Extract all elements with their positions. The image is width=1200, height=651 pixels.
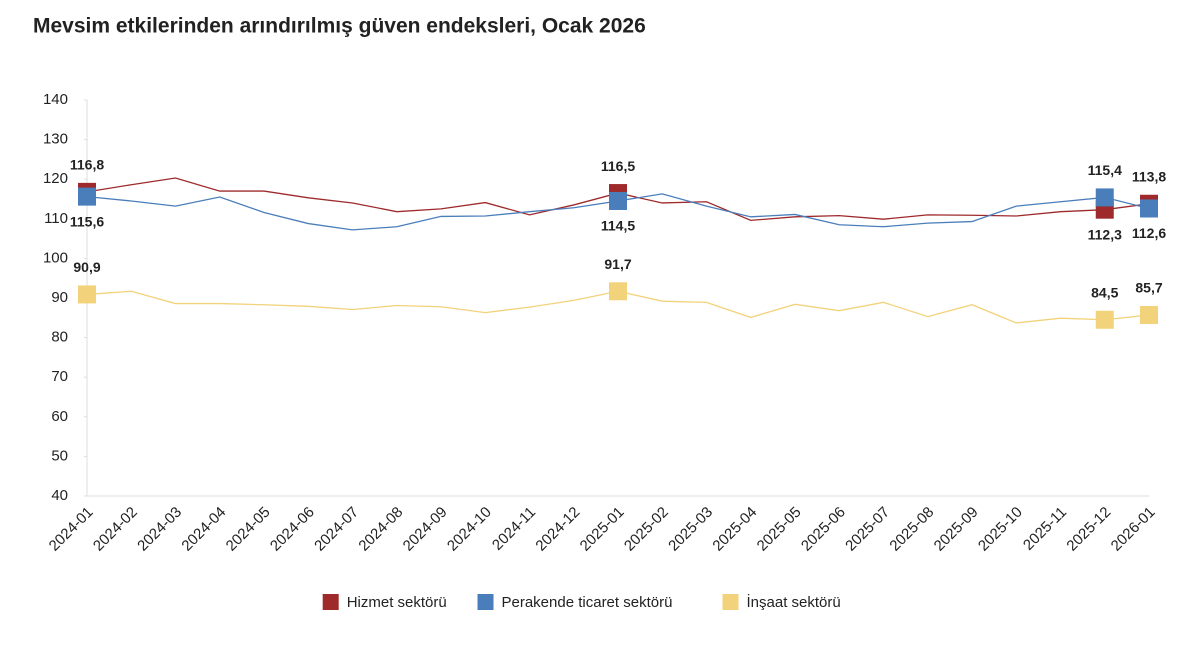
- y-tick-label: 50: [51, 447, 68, 464]
- point-marker: [78, 285, 96, 304]
- x-tick-label: 2025-02: [621, 504, 672, 555]
- point-marker: [1140, 306, 1158, 325]
- y-tick-label: 100: [43, 249, 68, 266]
- legend-swatch: [322, 594, 339, 610]
- y-tick-label: 60: [51, 408, 68, 425]
- y-tick-label: 40: [51, 487, 68, 504]
- y-tick-label: 140: [43, 91, 68, 108]
- data-label: 115,4: [1088, 162, 1122, 178]
- y-tick-label: 70: [51, 368, 68, 385]
- data-label: 114,5: [601, 218, 635, 234]
- x-tick-label: 2025-01: [577, 504, 628, 555]
- legend-label: Perakende ticaret sektörü: [502, 594, 673, 611]
- legend-label: Hizmet sektörü: [347, 594, 447, 611]
- data-label: 115,6: [70, 213, 104, 229]
- x-tick-label: 2025-10: [975, 504, 1026, 555]
- data-label: 113,8: [1132, 168, 1166, 184]
- x-tick-label: 2024-05: [223, 504, 274, 555]
- legend-swatch: [722, 594, 739, 610]
- x-tick-label: 2025-07: [842, 504, 893, 555]
- x-tick-label: 2025-08: [886, 504, 937, 555]
- x-tick-label: 2025-04: [709, 504, 760, 555]
- y-tick-label: 120: [43, 170, 68, 187]
- x-tick-label: 2026-01: [1108, 504, 1159, 555]
- x-tick-label: 2024-04: [178, 504, 229, 555]
- x-tick-label: 2025-09: [931, 504, 982, 555]
- x-tick-label: 2024-08: [355, 504, 406, 555]
- data-label: 116,8: [70, 157, 104, 173]
- x-tick-label: 2024-03: [134, 504, 185, 555]
- data-label: 85,7: [1135, 280, 1162, 296]
- data-label: 116,5: [601, 158, 635, 174]
- data-label: 91,7: [604, 256, 631, 272]
- y-tick-label: 80: [51, 329, 68, 346]
- legend-swatch: [477, 594, 494, 610]
- x-tick-label: 2024-10: [444, 504, 495, 555]
- y-tick-label: 90: [51, 289, 68, 306]
- point-marker: [609, 282, 627, 301]
- chart-title: Mevsim etkilerinden arındırılmış güven e…: [33, 15, 646, 38]
- data-label: 84,5: [1091, 284, 1118, 300]
- legend-label: İnşaat sektörü: [747, 593, 841, 611]
- data-label: 112,3: [1088, 226, 1122, 242]
- y-tick-label: 110: [44, 210, 68, 227]
- x-tick-label: 2024-11: [489, 504, 539, 554]
- x-tick-label: 2025-03: [665, 504, 716, 555]
- point-marker: [1095, 310, 1114, 329]
- point-marker: [1140, 199, 1158, 218]
- x-tick-label: 2024-09: [400, 504, 451, 555]
- x-tick-label: 2025-06: [798, 504, 849, 555]
- x-tick-label: 2025-12: [1063, 504, 1114, 555]
- point-marker: [609, 191, 627, 210]
- data-label: 90,9: [73, 259, 100, 275]
- data-label: 112,6: [1132, 225, 1166, 241]
- point-marker: [1095, 188, 1114, 207]
- x-tick-label: 2024-07: [311, 504, 362, 555]
- point-marker: [78, 187, 96, 206]
- y-tick-label: 130: [43, 131, 68, 148]
- x-tick-label: 2024-06: [267, 504, 318, 555]
- x-tick-label: 2024-01: [46, 504, 97, 555]
- x-tick-label: 2025-05: [754, 504, 805, 555]
- x-tick-label: 2024-12: [532, 504, 583, 555]
- x-tick-label: 2025-11: [1020, 504, 1070, 554]
- x-tick-label: 2024-02: [90, 504, 141, 555]
